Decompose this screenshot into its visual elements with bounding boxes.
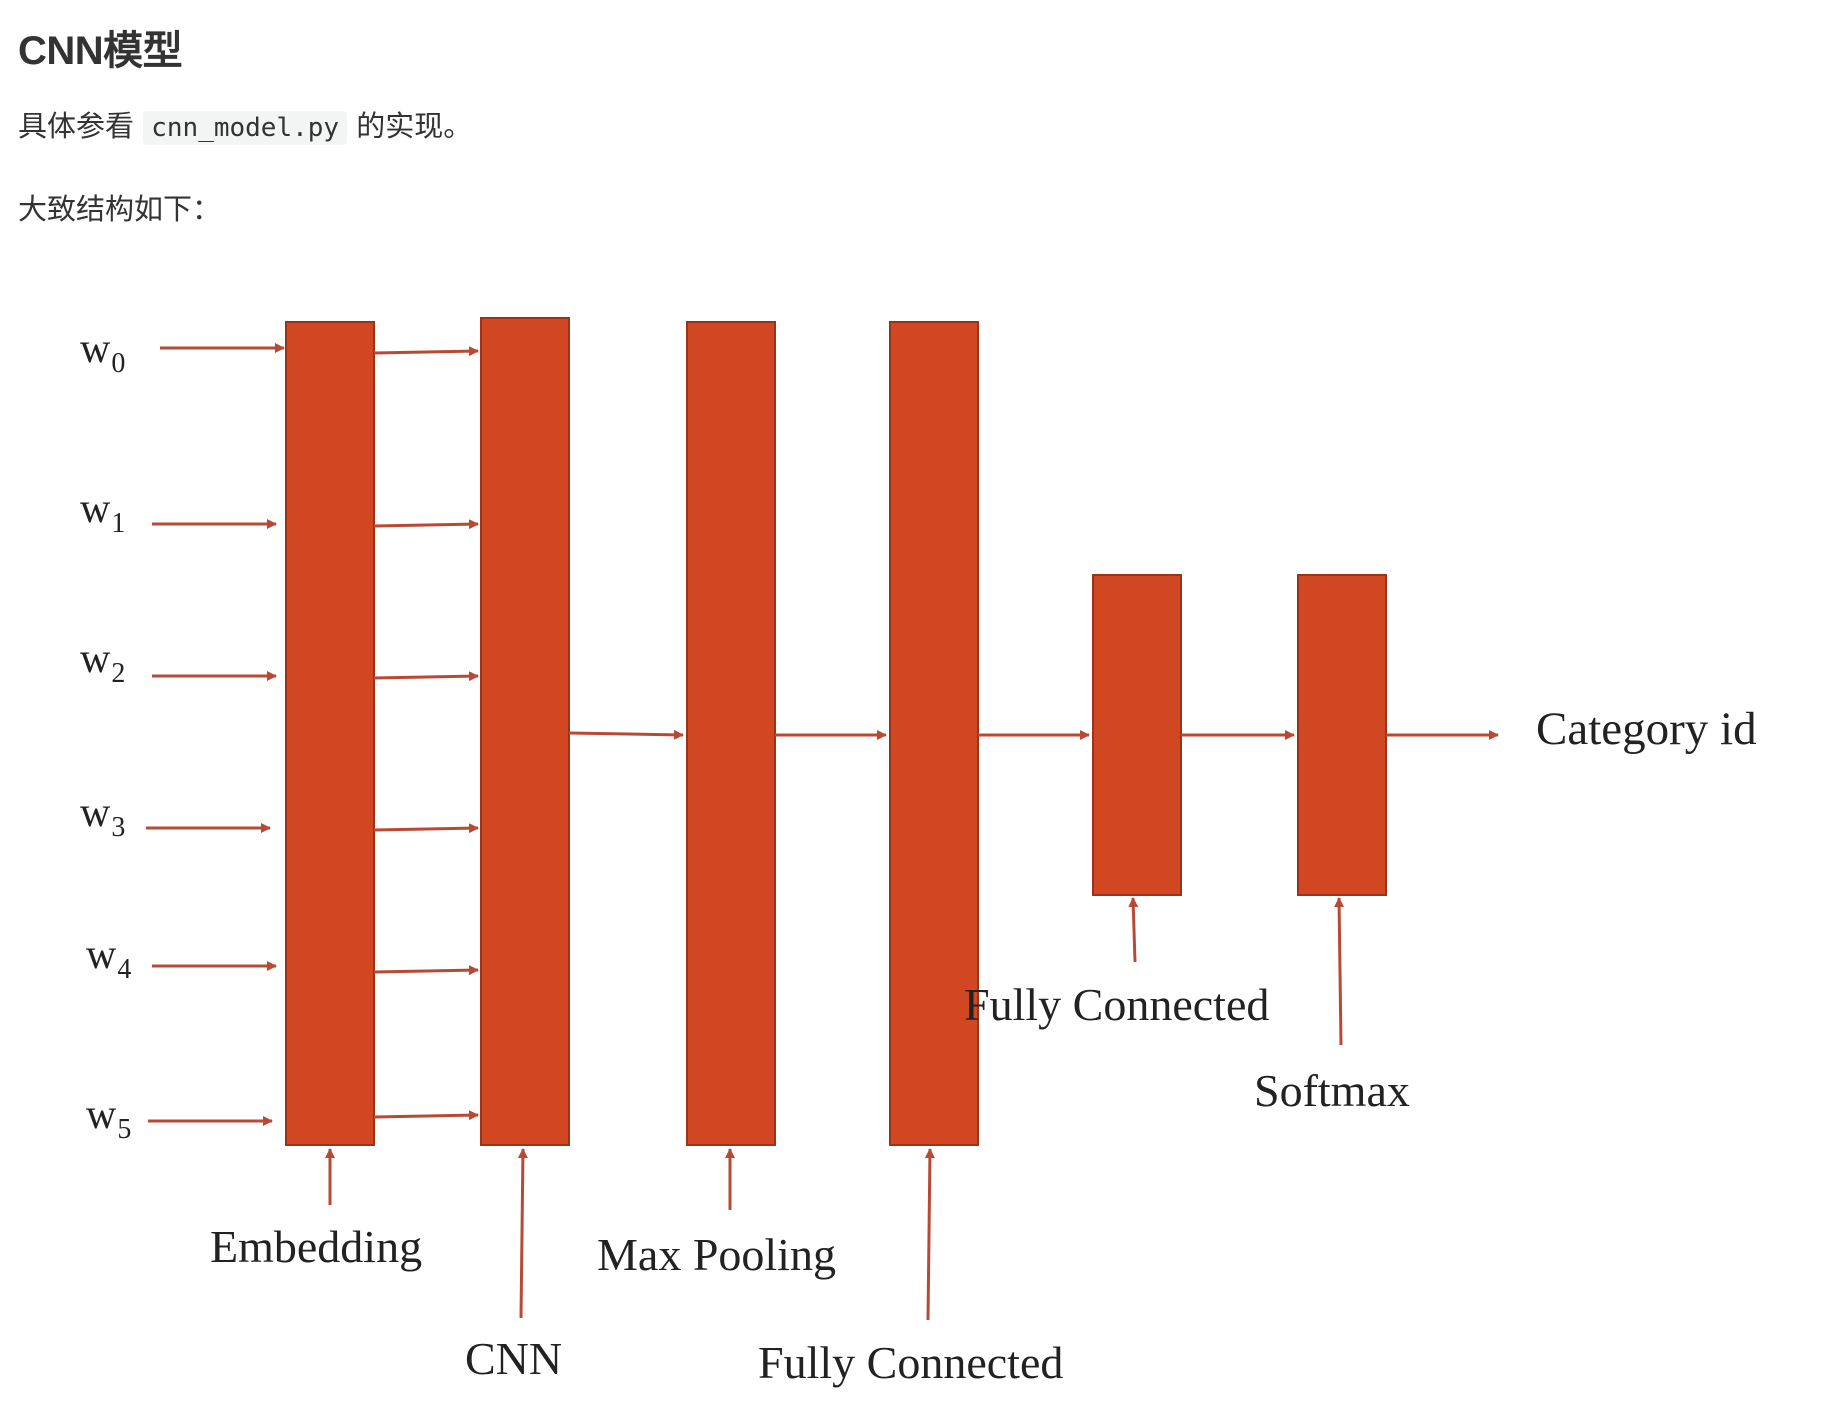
intro-prefix: 具体参看 bbox=[18, 109, 135, 143]
pipeline-arrows bbox=[568, 729, 1499, 740]
page-title: CNN模型 bbox=[18, 29, 183, 73]
label-softmax: Softmax bbox=[1254, 1065, 1410, 1116]
label-pointer-arrows bbox=[325, 897, 1345, 1321]
input-label-w1: w1 bbox=[80, 486, 125, 539]
pointer-fc1 bbox=[924, 1148, 935, 1321]
fc2-block bbox=[1092, 574, 1182, 896]
pointer-softmax bbox=[1334, 897, 1345, 1046]
embedding-cnn-arrows bbox=[373, 346, 479, 1121]
pointer-cnn bbox=[517, 1148, 528, 1319]
embedding-block bbox=[285, 321, 375, 1146]
arrow-cnn-pool bbox=[568, 729, 684, 740]
label-fc2: Fully Connected bbox=[964, 979, 1269, 1030]
pointer-fc2 bbox=[1128, 897, 1139, 963]
input-label-w0: w0 bbox=[80, 326, 125, 379]
softmax-block bbox=[1297, 574, 1387, 896]
max-pooling-block bbox=[686, 321, 776, 1146]
structure-label: 大致结构如下： bbox=[18, 192, 222, 226]
label-cnn: CNN bbox=[465, 1333, 562, 1384]
label-fc1: Fully Connected bbox=[758, 1337, 1063, 1388]
fc1-block bbox=[889, 321, 979, 1146]
input-label-w5: w5 bbox=[86, 1092, 131, 1145]
input-arrows bbox=[146, 343, 285, 1126]
intro-paragraph: 具体参看 cnn_model.py 的实现。 bbox=[18, 103, 472, 145]
label-max-pooling: Max Pooling bbox=[597, 1229, 836, 1280]
input-label-w3: w3 bbox=[80, 790, 125, 843]
label-embedding: Embedding bbox=[210, 1221, 422, 1272]
input-label-w4: w4 bbox=[86, 932, 131, 985]
label-output: Category id bbox=[1536, 703, 1757, 755]
code-filename: cnn_model.py bbox=[143, 111, 348, 145]
cnn-block bbox=[480, 317, 570, 1146]
input-label-w2: w2 bbox=[80, 636, 125, 689]
intro-suffix: 的实现。 bbox=[356, 109, 473, 143]
